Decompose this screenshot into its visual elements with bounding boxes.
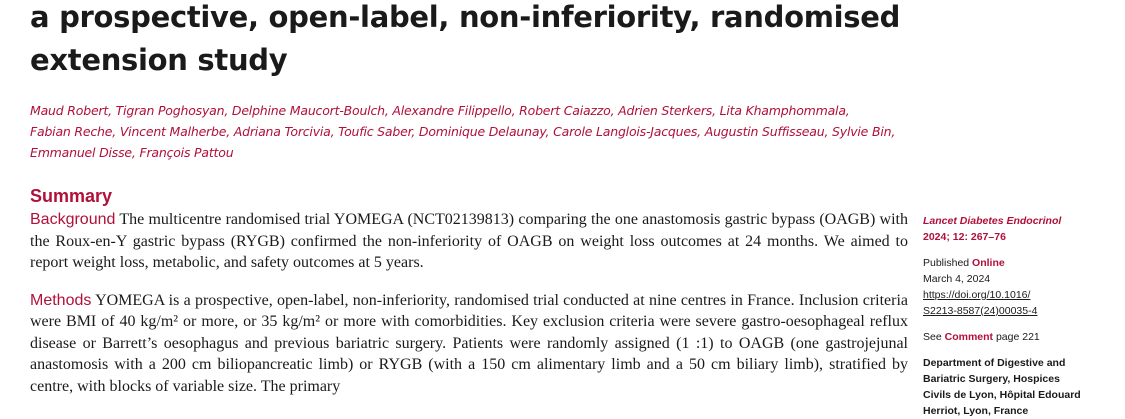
see-prefix: See	[923, 331, 945, 343]
title-line: extension study	[30, 43, 288, 77]
published-line: Published Online	[923, 255, 1113, 271]
affiliation-line: Bariatric Surgery, Hospices	[923, 373, 1060, 385]
methods-paragraph: Methods YOMEGA is a prospective, open-la…	[30, 290, 908, 398]
methods-label: Methods	[30, 291, 92, 309]
citation-block: Lancet Diabetes Endocrinol 2024; 12: 267…	[923, 213, 1113, 245]
author-line: Maud Robert, Tigran Poghosyan, Delphine …	[30, 103, 850, 118]
published-online: Online	[972, 257, 1005, 269]
journal-name: Lancet Diabetes Endocrinol	[923, 215, 1062, 227]
doi-line: https://doi.org/10.1016/	[923, 289, 1031, 301]
affiliation-block: Department of Digestive and Bariatric Su…	[923, 355, 1113, 419]
article-sidebar: Lancet Diabetes Endocrinol 2024; 12: 267…	[923, 213, 1113, 419]
author-line: Emmanuel Disse, François Pattou	[30, 145, 234, 160]
background-text: The multicentre randomised trial YOMEGA …	[30, 211, 908, 271]
article-title: a prospective, open-label, non-inferiori…	[30, 0, 901, 82]
published-prefix: Published	[923, 257, 973, 269]
journal-reference: 2024; 12: 267–76	[923, 231, 1006, 243]
affiliation-line: Civils de Lyon, Hôpital Edouard	[923, 389, 1081, 401]
author-list: Maud Robert, Tigran Poghosyan, Delphine …	[30, 100, 900, 163]
background-label: Background	[30, 211, 116, 228]
see-suffix: page 221	[993, 331, 1040, 343]
summary-heading: Summary	[30, 186, 113, 206]
doi-line: S2213-8587(24)00035-4	[923, 305, 1038, 317]
background-paragraph: Background The multicentre randomised tr…	[30, 209, 908, 274]
affiliation-line: Herriot, Lyon, France	[923, 405, 1029, 417]
doi-link[interactable]: https://doi.org/10.1016/ S2213-8587(24)0…	[923, 287, 1113, 319]
published-date: March 4, 2024	[923, 273, 991, 285]
title-line: a prospective, open-label, non-inferiori…	[30, 0, 901, 34]
see-also-line: See Comment page 221	[923, 329, 1113, 345]
author-line: Fabian Reche, Vincent Malherbe, Adriana …	[30, 124, 896, 139]
abstract-body: Background The multicentre randomised tr…	[30, 209, 908, 397]
methods-text: YOMEGA is a prospective, open-label, non…	[30, 291, 909, 395]
affiliation-line: Department of Digestive and	[923, 357, 1066, 369]
comment-link[interactable]: Comment	[944, 331, 994, 343]
publication-block: Published Online March 4, 2024 https://d…	[923, 255, 1113, 319]
